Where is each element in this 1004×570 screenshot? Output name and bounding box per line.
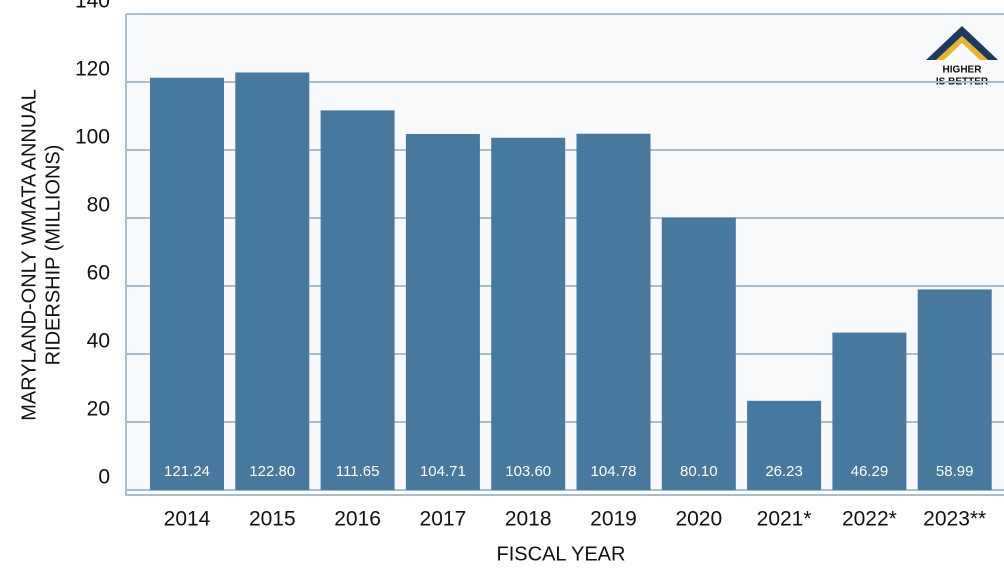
x-tick-label: 2014 bbox=[164, 508, 211, 531]
bar bbox=[320, 110, 395, 490]
value-label: 111.65 bbox=[336, 463, 380, 480]
bar bbox=[917, 289, 992, 490]
value-label: 26.23 bbox=[765, 463, 803, 480]
bar bbox=[405, 133, 480, 490]
y-tick-label: 80 bbox=[87, 194, 110, 217]
value-label: 103.60 bbox=[505, 463, 551, 480]
x-tick-label: 2016 bbox=[334, 508, 381, 531]
x-tick-label: 2017 bbox=[420, 508, 467, 531]
badge-icon bbox=[936, 36, 988, 60]
value-label: 104.78 bbox=[591, 463, 637, 480]
value-label: 104.71 bbox=[420, 463, 466, 480]
bar bbox=[235, 72, 310, 490]
x-tick-label: 2021* bbox=[757, 508, 812, 531]
x-tick-label: 2018 bbox=[505, 508, 552, 531]
badge-icon bbox=[926, 26, 998, 60]
value-label: 58.99 bbox=[936, 463, 974, 480]
bar bbox=[832, 332, 907, 490]
value-label: 122.80 bbox=[249, 463, 295, 480]
x-tick-label: 2020 bbox=[675, 508, 722, 531]
annotation: HIGHER bbox=[943, 65, 983, 76]
x-tick-label: 2022* bbox=[842, 508, 897, 531]
y-axis-label-line: RIDERSHIP (MILLIONS) bbox=[42, 145, 64, 366]
y-tick-label: 100 bbox=[75, 126, 110, 149]
y-tick-label: 140 bbox=[75, 0, 110, 13]
x-tick-label: 2015 bbox=[249, 508, 296, 531]
y-tick-label: 60 bbox=[87, 262, 110, 285]
y-tick-label: 20 bbox=[87, 398, 110, 421]
x-axis-label: FISCAL YEAR bbox=[497, 543, 626, 565]
y-axis-label: MARYLAND-ONLY WMATA ANNUAL RIDERSHIP (MI… bbox=[18, 89, 64, 421]
value-label: 46.29 bbox=[851, 463, 889, 480]
value-label: 121.24 bbox=[164, 463, 210, 480]
y-tick-label: 0 bbox=[98, 466, 110, 489]
y-tick-label: 40 bbox=[87, 330, 110, 353]
bar bbox=[576, 133, 651, 491]
bar bbox=[747, 400, 822, 490]
y-tick-label: 120 bbox=[75, 58, 110, 81]
bar bbox=[491, 137, 566, 490]
bar bbox=[150, 77, 224, 490]
x-tick-label: 2019 bbox=[590, 508, 637, 531]
bar bbox=[661, 217, 736, 490]
x-tick-label: 2023** bbox=[923, 508, 986, 531]
value-label: 80.10 bbox=[680, 463, 718, 480]
y-axis-label-line: MARYLAND-ONLY WMATA ANNUAL bbox=[18, 89, 40, 421]
